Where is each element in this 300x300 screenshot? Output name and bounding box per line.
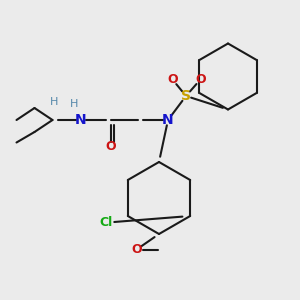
- Text: O: O: [131, 243, 142, 256]
- Text: N: N: [75, 113, 87, 127]
- Text: Cl: Cl: [100, 216, 113, 229]
- Text: H: H: [50, 97, 58, 107]
- Text: N: N: [162, 113, 174, 127]
- Text: O: O: [167, 73, 178, 86]
- Text: O: O: [195, 73, 206, 86]
- Text: H: H: [70, 99, 79, 110]
- Text: S: S: [181, 89, 191, 103]
- Text: O: O: [106, 140, 116, 154]
